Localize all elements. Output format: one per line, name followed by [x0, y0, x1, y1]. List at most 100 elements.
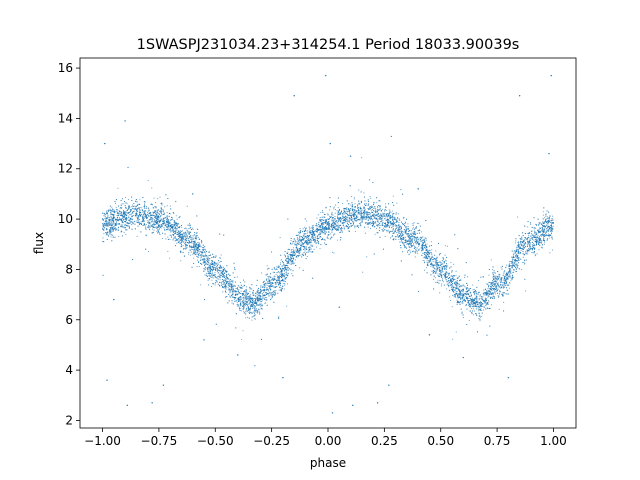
data-point	[530, 232, 532, 235]
data-point	[111, 211, 113, 213]
data-point	[486, 283, 488, 285]
data-point	[303, 226, 305, 228]
data-point	[538, 249, 540, 251]
data-point	[253, 318, 255, 320]
data-point	[442, 281, 444, 283]
data-point	[123, 209, 125, 212]
data-point	[376, 206, 378, 208]
data-point	[392, 221, 395, 223]
data-point	[371, 208, 374, 211]
data-point	[244, 281, 246, 283]
data-point	[471, 297, 473, 299]
data-point	[162, 213, 165, 215]
data-point	[221, 274, 223, 276]
data-point	[348, 213, 351, 215]
data-point	[290, 240, 292, 242]
data-point	[336, 210, 338, 212]
data-point	[333, 208, 335, 210]
data-point	[376, 223, 378, 225]
data-point	[376, 232, 378, 234]
data-point	[104, 215, 106, 217]
data-point	[131, 224, 133, 226]
data-point	[549, 229, 551, 231]
data-point	[435, 250, 437, 252]
data-point	[129, 207, 131, 209]
data-point	[279, 289, 281, 291]
data-point	[210, 256, 213, 259]
data-point	[116, 210, 118, 213]
data-point	[431, 249, 433, 251]
data-point	[196, 265, 198, 268]
data-point	[275, 274, 277, 276]
data-point	[196, 253, 198, 255]
data-point	[423, 269, 426, 271]
data-point	[354, 227, 356, 229]
data-point	[157, 198, 159, 200]
data-point	[529, 239, 532, 241]
data-point	[148, 218, 150, 220]
data-point	[377, 207, 379, 209]
data-point	[116, 223, 118, 225]
data-point	[422, 259, 424, 262]
data-point	[249, 311, 251, 313]
data-point	[164, 230, 166, 232]
data-point	[542, 214, 544, 216]
data-point	[279, 236, 281, 239]
data-point	[488, 282, 490, 284]
data-point	[217, 263, 219, 265]
data-point	[392, 195, 394, 197]
data-point	[414, 256, 416, 258]
data-point	[245, 289, 247, 291]
data-point	[376, 215, 378, 217]
data-point	[191, 242, 193, 244]
data-point	[450, 299, 452, 301]
data-point	[337, 222, 339, 224]
data-point	[165, 238, 167, 240]
data-point	[354, 230, 357, 233]
data-point	[424, 253, 426, 255]
data-point	[521, 245, 523, 247]
data-point	[324, 232, 326, 234]
data-point	[282, 283, 284, 285]
data-point	[545, 234, 547, 236]
data-point	[505, 293, 507, 295]
data-point	[372, 213, 374, 215]
data-point	[270, 297, 272, 299]
data-point	[487, 300, 490, 302]
data-point	[192, 239, 194, 241]
data-point	[439, 254, 441, 256]
data-point	[276, 281, 278, 283]
chart-title: 1SWASPJ231034.23+314254.1 Period 18033.9…	[137, 37, 520, 53]
data-point	[517, 266, 519, 269]
data-point	[456, 285, 458, 287]
data-point	[336, 222, 338, 224]
data-point	[144, 225, 147, 227]
data-point	[291, 273, 293, 275]
data-point	[201, 242, 203, 244]
data-point	[292, 247, 294, 249]
data-point	[427, 254, 429, 256]
data-point	[288, 263, 290, 265]
data-point	[180, 260, 182, 262]
data-point	[526, 251, 529, 253]
data-point	[278, 266, 280, 268]
data-point	[472, 314, 475, 316]
data-point	[522, 256, 524, 258]
data-point	[121, 203, 123, 205]
data-point	[244, 302, 246, 304]
data-point	[224, 278, 226, 280]
data-point	[245, 317, 247, 319]
data-point	[153, 229, 155, 231]
data-point	[181, 226, 183, 228]
data-point	[246, 306, 248, 308]
data-point	[526, 245, 529, 248]
data-point	[346, 218, 348, 220]
data-point	[354, 203, 356, 205]
data-point	[425, 267, 427, 269]
data-point	[513, 251, 515, 253]
data-point	[478, 308, 480, 310]
data-point	[491, 280, 494, 282]
data-point	[169, 213, 171, 215]
data-point	[236, 276, 238, 278]
data-point	[329, 238, 331, 240]
